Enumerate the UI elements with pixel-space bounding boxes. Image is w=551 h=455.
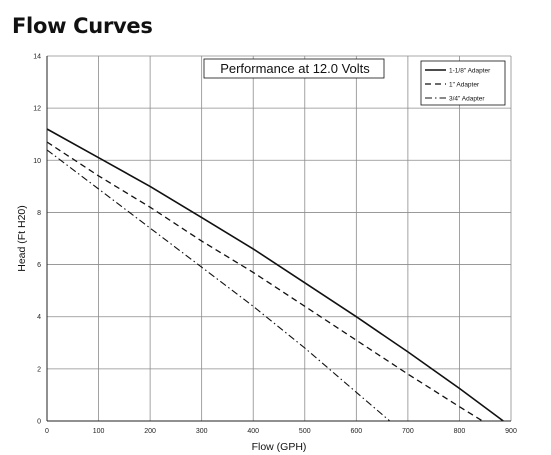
- y-tick-label: 4: [37, 314, 41, 321]
- series-line-1: [46, 128, 504, 422]
- legend: 1-1/8" Adapter 1" Adapter 3/4" Adapter: [420, 60, 506, 106]
- x-axis-label: Flow (GPH): [252, 441, 307, 453]
- y-tick-label: 0: [37, 419, 41, 426]
- x-tick-label: 500: [299, 428, 311, 435]
- x-tick-label: 400: [247, 428, 259, 435]
- legend-label-3: 3/4" Adapter: [449, 95, 485, 102]
- chart-title: Performance at 12.0 Volts: [220, 61, 370, 76]
- chart-title-frame: [203, 58, 385, 79]
- x-tick-label: 0: [45, 428, 49, 435]
- y-tick-label: 10: [33, 158, 41, 165]
- x-tick-label: 600: [350, 428, 362, 435]
- y-tick-label: 12: [33, 106, 41, 113]
- y-axis-label: Head (Ft H20): [16, 205, 28, 272]
- series-layer: [46, 128, 504, 422]
- y-tick-label: 2: [37, 366, 41, 373]
- y-tick-label: 8: [37, 210, 41, 217]
- x-tick-label: 900: [505, 428, 517, 435]
- legend-label-2: 1" Adapter: [449, 81, 480, 88]
- axis-layer: 0 100 200 300 400 500 600 700 800 900 0 2 4 6 8 10 12 14 F…: [16, 54, 517, 454]
- x-tick-label: 100: [93, 428, 105, 435]
- page-heading: Flow Curves: [12, 14, 153, 38]
- series-line-3: [46, 149, 391, 422]
- grid-layer: [46, 55, 512, 422]
- series-line-2: [46, 141, 483, 422]
- x-tick-label: 300: [196, 428, 208, 435]
- x-tick-label: 800: [454, 428, 466, 435]
- chart-title-box: Performance at 12.0 Volts: [203, 58, 385, 79]
- y-tick-label: 14: [33, 54, 41, 61]
- y-tick-label: 6: [37, 262, 41, 269]
- x-tick-label: 200: [144, 428, 156, 435]
- legend-label-1: 1-1/8" Adapter: [449, 67, 491, 74]
- x-tick-label: 700: [402, 428, 414, 435]
